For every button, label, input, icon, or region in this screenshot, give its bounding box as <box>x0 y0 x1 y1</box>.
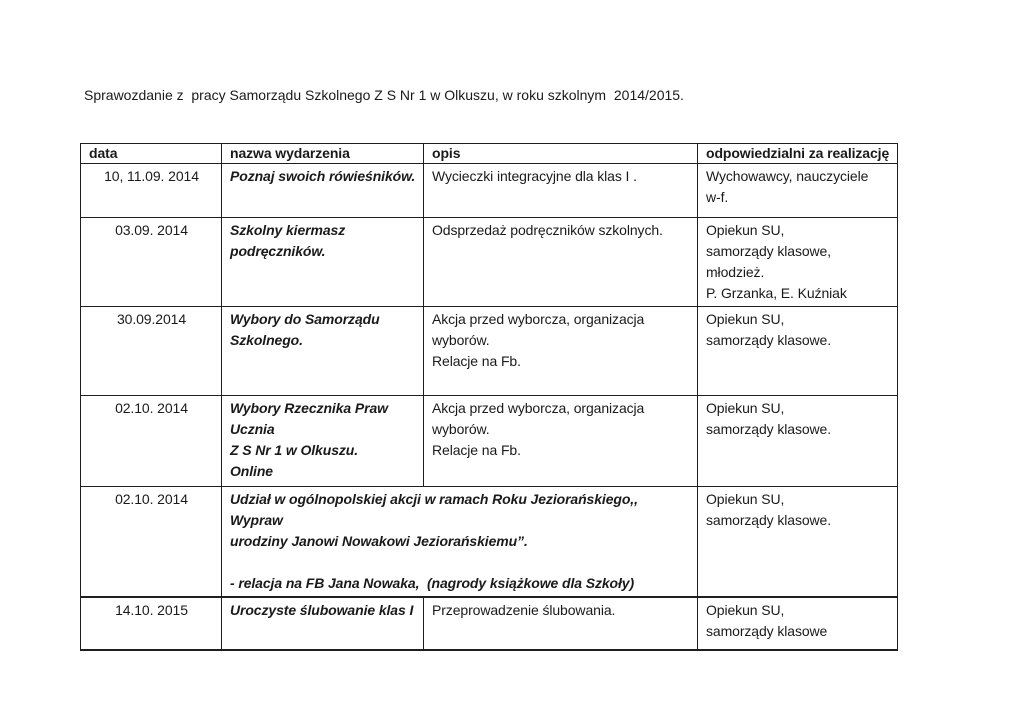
cell-responsible: Opiekun SU, samorządy klasowe. <box>697 395 898 487</box>
table-row: 02.10. 2014 Wybory Rzecznika Praw Ucznia… <box>80 395 898 487</box>
cell-description: Akcja przed wyborcza, organizacja wyboró… <box>423 306 698 396</box>
cell-date: 10, 11.09. 2014 <box>80 163 222 218</box>
cell-responsible: Wychowawcy, nauczyciele w-f. <box>697 163 898 218</box>
cell-event-name: Poznaj swoich rówieśników. <box>221 163 424 218</box>
cell-date: 30.09.2014 <box>80 306 222 396</box>
cell-date: 14.10. 2015 <box>80 596 222 651</box>
cell-date: 03.09. 2014 <box>80 217 222 307</box>
cell-description: Akcja przed wyborcza, organizacja wyboró… <box>423 395 698 487</box>
document-title: Sprawozdanie z pracy Samorządu Szkolnego… <box>84 87 684 103</box>
cell-date: 02.10. 2014 <box>80 486 222 598</box>
cell-responsible: Opiekun SU, samorządy klasowe. <box>697 306 898 396</box>
column-header-responsible: odpowiedzialni za realizację <box>697 143 898 164</box>
cell-event-name: Wybory Rzecznika Praw Ucznia Z S Nr 1 w … <box>221 395 424 487</box>
table-row: 02.10. 2014 Udział w ogólnopolskiej akcj… <box>80 486 898 598</box>
cell-event-name: Uroczyste ślubowanie klas I <box>221 596 424 651</box>
table-row: 03.09. 2014 Szkolny kiermasz podręcznikó… <box>80 217 898 307</box>
cell-event-name: Wybory do Samorządu Szkolnego. <box>221 306 424 396</box>
cell-event-name-description: Udział w ogólnopolskiej akcji w ramach R… <box>221 486 698 598</box>
table-header-row: data nazwa wydarzenia opis odpowiedzialn… <box>80 143 898 164</box>
cell-event-name: Szkolny kiermasz podręczników. <box>221 217 424 307</box>
table-row: 10, 11.09. 2014 Poznaj swoich rówieśnikó… <box>80 163 898 218</box>
column-header-event-name: nazwa wydarzenia <box>221 143 424 164</box>
cell-responsible: Opiekun SU, samorządy klasowe <box>697 596 898 651</box>
column-header-date: data <box>80 143 222 164</box>
cell-responsible: Opiekun SU, samorządy klasowe, młodzież.… <box>697 217 898 307</box>
cell-date: 02.10. 2014 <box>80 395 222 487</box>
events-table: data nazwa wydarzenia opis odpowiedzialn… <box>80 143 898 651</box>
table-row: 30.09.2014 Wybory do Samorządu Szkolnego… <box>80 306 898 396</box>
cell-description: Odsprzedaż podręczników szkolnych. <box>423 217 698 307</box>
table-row: 14.10. 2015 Uroczyste ślubowanie klas I … <box>80 596 898 651</box>
cell-responsible: Opiekun SU, samorządy klasowe. <box>697 486 898 598</box>
cell-description: Przeprowadzenie ślubowania. <box>423 596 698 651</box>
column-header-description: opis <box>423 143 698 164</box>
cell-description: Wycieczki integracyjne dla klas I . <box>423 163 698 218</box>
